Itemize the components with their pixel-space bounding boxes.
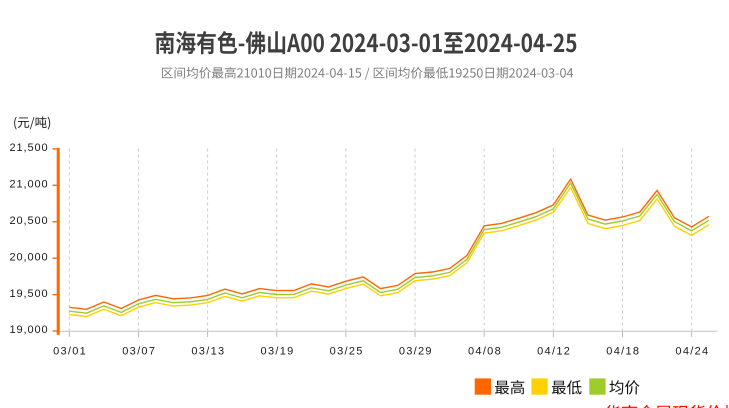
- svg-text:04/12: 04/12: [537, 346, 571, 358]
- svg-text:20,000: 20,000: [9, 251, 48, 263]
- svg-text:19,500: 19,500: [9, 288, 48, 300]
- svg-text:19,000: 19,000: [9, 324, 48, 336]
- svg-text:04/24: 04/24: [675, 346, 709, 358]
- svg-text:03/29: 03/29: [399, 346, 433, 358]
- svg-text:03/13: 03/13: [191, 346, 225, 358]
- svg-text:21,000: 21,000: [9, 179, 48, 191]
- svg-text:20,500: 20,500: [9, 215, 48, 227]
- svg-text:21,500: 21,500: [9, 142, 48, 154]
- svg-text:03/01: 03/01: [53, 346, 87, 358]
- svg-text:03/19: 03/19: [261, 346, 295, 358]
- svg-text:04/08: 04/08: [468, 346, 502, 358]
- svg-text:03/25: 03/25: [330, 346, 364, 358]
- svg-text:04/18: 04/18: [606, 346, 640, 358]
- svg-text:03/07: 03/07: [122, 346, 156, 358]
